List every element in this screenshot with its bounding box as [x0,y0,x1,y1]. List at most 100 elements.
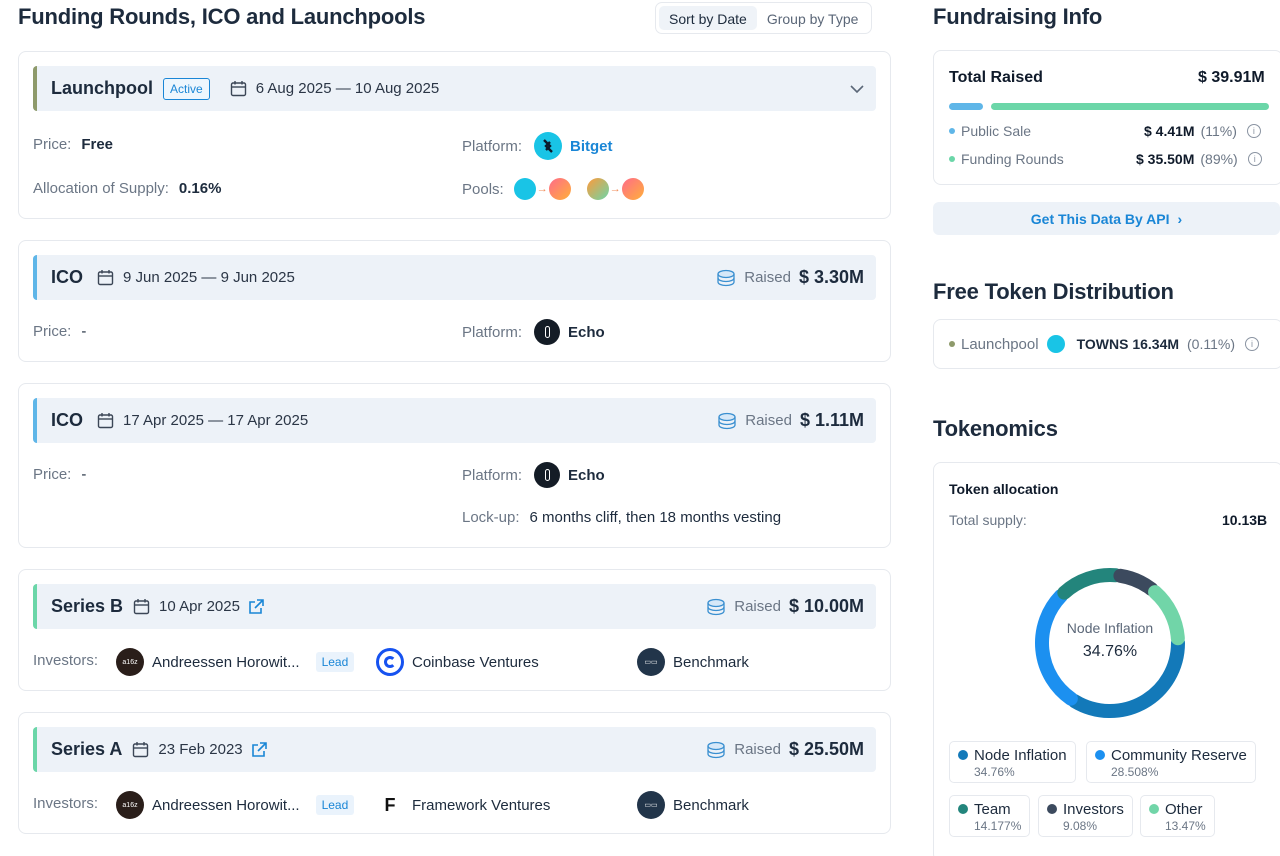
investor-coinbase-ventures[interactable]: Coinbase Ventures [376,648,539,676]
launchpool-platform-row: Platform: Bitget [462,132,613,160]
legend-dot [1047,804,1057,814]
funding-rounds-dot [949,156,955,162]
free-distribution-row: Launchpool TOWNS 16.34M (0.11%) i [949,335,1259,353]
investor-name: Benchmark [673,796,749,814]
raised-label: Raised [744,269,791,286]
towns-token-icon [621,178,644,200]
legend-node-inflation[interactable]: Node Inflation 34.76% [949,741,1076,783]
platform-bitget-link[interactable]: Bitget [570,137,613,155]
public-sale-row: Public Sale [949,123,1031,139]
coins-icon [717,269,735,286]
raised-value: $ 3.30M [798,267,864,287]
donut-slice-community-reserve[interactable] [1035,588,1078,706]
calendar-icon [133,599,150,615]
echo-logo-icon [534,319,561,345]
platform-echo-link[interactable]: Echo [568,466,605,484]
investor-benchmark[interactable]: ▭▭ Benchmark [637,648,749,676]
ico-header[interactable]: ICO 17 Apr 2025 — 17 Apr 2025 Raised $ 1… [33,398,876,443]
lockup-label: Lock-up: [462,509,520,526]
series-accent [33,584,37,629]
ico-header[interactable]: ICO 9 Jun 2025 — 9 Jun 2025 Raised $ 3.3… [33,255,876,300]
investor-a16z[interactable]: a16z Andreessen Horowit... Lead [116,648,355,676]
external-link-icon[interactable] [248,598,264,615]
api-button-label: Get This Data By API [1030,210,1170,227]
funding-rounds-row: Funding Rounds [949,151,1064,167]
investor-name: Coinbase Ventures [412,653,539,671]
free-distribution-value: TOWNS 16.34M [1076,336,1180,352]
launchpool-price-row: Price: Free [33,136,113,153]
coins-icon [707,598,725,615]
pools-label: Pools: [462,180,504,198]
fundraising-card: Total Raised $ 39.91M Public Sale $ 4.41… [933,50,1280,185]
series-a-header[interactable]: Series A 23 Feb 2023 Raised $ 25.50M [33,727,876,772]
ico-price-row: Price: - [33,323,86,340]
info-icon[interactable]: i [1247,152,1262,166]
raise-split-bar [949,103,1269,110]
legend-investors[interactable]: Investors 9.08% [1038,795,1133,837]
legend-community-reserve[interactable]: Community Reserve 28.508% [1086,741,1256,783]
launchpool-title: Launchpool [51,78,153,98]
info-icon[interactable]: i [1246,124,1261,138]
raised-value: $ 1.11M [799,410,864,430]
platform-echo-link[interactable]: Echo [568,323,605,341]
funding-rounds-values: $ 35.50M (89%) i [1136,151,1262,167]
series-b-header[interactable]: Series B 10 Apr 2025 Raised $ 10.00M [33,584,876,629]
launchpool-header[interactable]: Launchpool Active 6 Aug 2025 — 10 Aug 20… [33,66,876,111]
arrow-right-icon: → [609,183,621,195]
funding-section-title: Funding Rounds, ICO and Launchpools [18,4,426,29]
ico-card-2: ICO 17 Apr 2025 — 17 Apr 2025 Raised $ 1… [18,383,891,548]
token-allocation-donut[interactable] [1030,563,1190,723]
lockup-value: 6 months cliff, then 18 months vesting [529,509,782,526]
pool-token-icon [586,178,609,200]
series-b-card: Series B 10 Apr 2025 Raised $ 10.00M Inv… [18,569,891,691]
legend-pct: 9.08% [1063,819,1098,833]
ico-lockup-row: Lock-up: 6 months cliff, then 18 months … [462,509,781,526]
platform-label: Platform: [462,323,523,341]
raised-amount: Raised $ 25.50M [706,739,864,760]
donut-slice-investors[interactable] [1113,568,1159,597]
legend-label: Community Reserve [1111,747,1247,764]
chevron-right-icon: › [1177,210,1183,227]
group-by-type-button[interactable]: Group by Type [766,11,859,27]
legend-other[interactable]: Other 13.47% [1140,795,1215,837]
legend-pct: 13.47% [1165,819,1206,833]
investor-a16z[interactable]: a16z Andreessen Horowit... Lead [116,791,355,819]
alloc-label: Allocation of Supply: [33,180,169,197]
ico-dates: 17 Apr 2025 — 17 Apr 2025 [123,412,309,429]
public-sale-bar [949,103,983,110]
investor-benchmark[interactable]: ▭▭ Benchmark [637,791,749,819]
donut-center-value: 34.76% [1082,643,1138,660]
benchmark-logo-icon: ▭▭ [637,648,665,676]
legend-pct: 28.508% [1111,765,1159,779]
investor-name: Andreessen Horowit... [152,653,300,671]
donut-slice-other[interactable] [1148,585,1185,646]
sort-by-date-button[interactable]: Sort by Date [659,6,757,30]
legend-dot [1149,804,1159,814]
investor-name: Benchmark [673,653,749,671]
external-link-icon[interactable] [251,741,267,758]
price-label: Price: [33,466,72,483]
fundraising-title: Fundraising Info [933,4,1103,29]
investors-label: Investors: [33,795,98,812]
raised-amount: Raised $ 10.00M [706,596,864,617]
legend-team[interactable]: Team 14.177% [949,795,1031,837]
public-sale-value: $ 4.41M [1144,123,1195,139]
sort-toggle: Sort by Date Group by Type [655,2,873,34]
funding-rounds-pct: (89%) [1200,151,1238,167]
get-data-by-api-button[interactable]: Get This Data By API › [933,202,1280,235]
series-a-title: Series A [51,739,123,759]
raised-value: $ 10.00M [788,596,864,616]
funding-rounds-label: Funding Rounds [961,151,1064,167]
info-icon[interactable]: i [1245,337,1259,351]
donut-slice-team[interactable] [1057,568,1123,600]
price-value: - [81,323,87,340]
investor-framework-ventures[interactable]: F Framework Ventures [376,791,550,819]
legend-label: Node Inflation [974,747,1067,764]
chevron-down-icon[interactable] [850,82,864,96]
series-b-date: 10 Apr 2025 [159,598,240,615]
legend-dot [958,750,968,760]
total-raised-value: $ 39.91M [1198,69,1265,86]
coins-icon [718,412,736,429]
series-accent [33,727,37,772]
donut-slice-node-inflation[interactable] [1067,636,1185,718]
